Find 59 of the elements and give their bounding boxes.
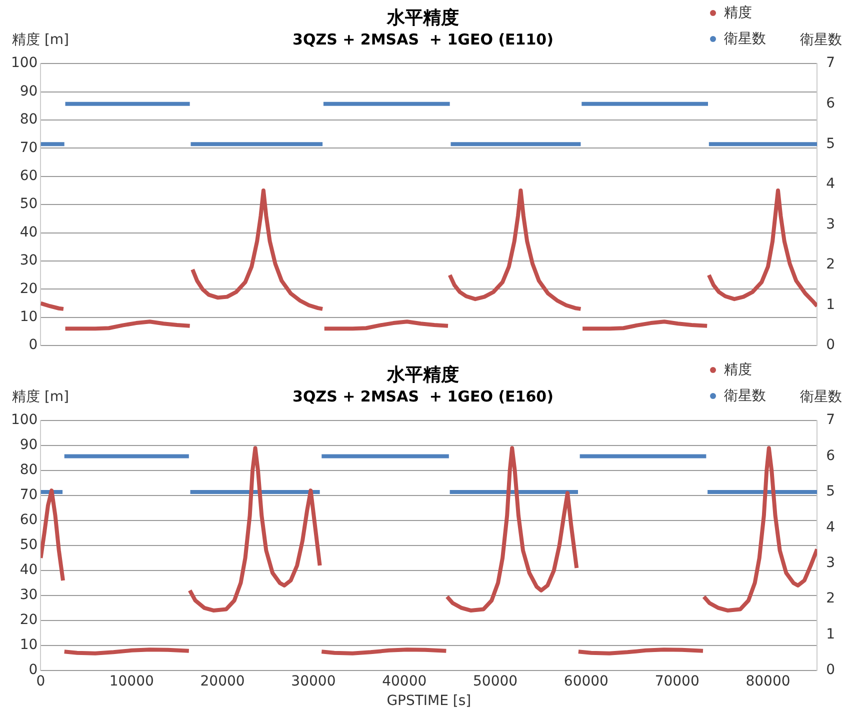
- y2-axis-title: 衛星数: [800, 32, 842, 48]
- x-tick-label: 60000: [564, 673, 608, 690]
- y2-tick-label: 4: [826, 176, 836, 192]
- y-axis-title: 精度 [m]: [12, 32, 70, 48]
- x-tick-label: 70000: [654, 673, 700, 690]
- x-tick-label: 30000: [291, 673, 336, 690]
- y-tick-label: 10: [20, 637, 38, 654]
- chart-title: 水平精度: [386, 364, 459, 386]
- chart-subtitle: 3QZS + 2MSAS + 1GEO (E160): [292, 387, 554, 406]
- y2-tick-label: 0: [826, 337, 836, 354]
- y-axis-title: 精度 [m]: [12, 389, 70, 406]
- x-tick-label: 20000: [200, 673, 245, 690]
- y-tick-label: 0: [28, 337, 38, 354]
- y2-tick-label: 0: [826, 662, 836, 678]
- y2-tick-label: 7: [826, 412, 836, 428]
- y-tick-label: 40: [20, 562, 38, 578]
- y2-tick-label: 6: [826, 448, 836, 464]
- y-tick-label: 20: [20, 612, 38, 628]
- y2-tick-label: 2: [826, 256, 836, 273]
- x-tick-label: 10000: [109, 673, 154, 690]
- x-tick-label: 40000: [382, 673, 427, 690]
- y2-tick-label: 6: [826, 96, 836, 112]
- legend-label: 精度: [724, 361, 752, 379]
- y-tick-label: 70: [20, 140, 38, 156]
- y-tick-label: 0: [28, 662, 38, 678]
- x-tick-label: 80000: [746, 673, 790, 690]
- y-tick-label: 60: [20, 168, 38, 184]
- y2-tick-label: 2: [826, 590, 836, 607]
- y-tick-label: 90: [20, 83, 38, 100]
- y2-tick-label: 7: [826, 55, 836, 72]
- y-tick-label: 70: [20, 487, 38, 504]
- y2-tick-label: 3: [826, 216, 836, 232]
- y-tick-label: 80: [20, 462, 38, 478]
- y-tick-label: 60: [20, 512, 38, 528]
- y-tick-label: 30: [20, 252, 38, 269]
- y-tick-label: 80: [20, 112, 38, 128]
- y-tick-label: 40: [20, 224, 38, 240]
- y2-tick-label: 1: [826, 296, 836, 313]
- chart-title: 水平精度: [386, 7, 459, 28]
- y2-tick-label: 5: [826, 136, 836, 152]
- y-tick-label: 10: [20, 309, 38, 326]
- y2-tick-label: 3: [826, 554, 836, 571]
- y-tick-label: 50: [20, 537, 38, 554]
- y-tick-label: 100: [10, 412, 38, 428]
- chart-subtitle: 3QZS + 2MSAS + 1GEO (E110): [292, 30, 554, 48]
- y-tick-label: 100: [10, 55, 38, 72]
- x-tick-label: 50000: [473, 673, 518, 690]
- y2-tick-label: 4: [826, 519, 836, 536]
- x-axis-title: GPSTIME [s]: [386, 693, 472, 710]
- y2-axis-title: 衛星数: [800, 389, 842, 406]
- legend-label: 衛星数: [724, 30, 766, 48]
- y-tick-label: 90: [20, 437, 38, 454]
- y2-tick-label: 1: [826, 626, 836, 642]
- y-tick-label: 30: [20, 587, 38, 604]
- legend-label: 衛星数: [724, 387, 766, 405]
- y2-tick-label: 5: [826, 484, 836, 500]
- y-tick-label: 20: [20, 280, 38, 297]
- legend-label: 精度: [724, 4, 752, 22]
- y-tick-label: 50: [20, 196, 38, 212]
